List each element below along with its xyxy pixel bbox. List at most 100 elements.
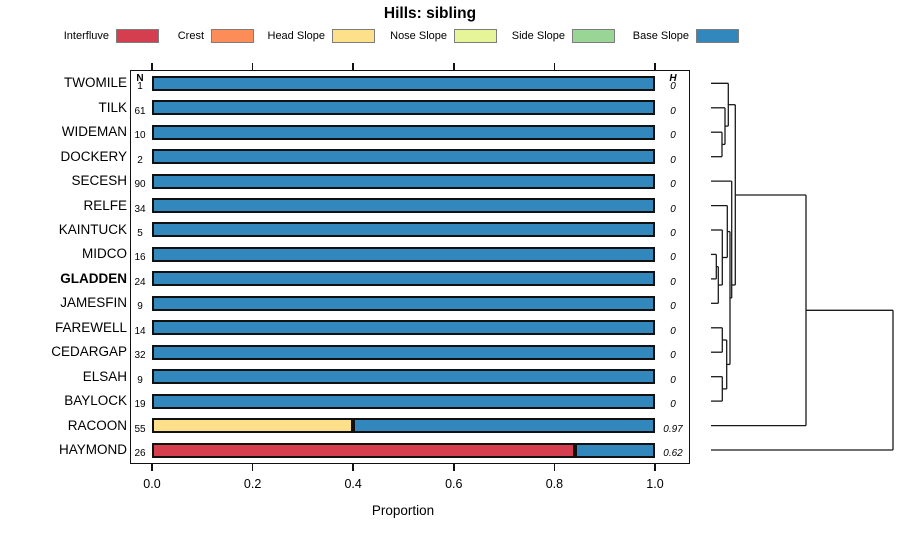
plot-box	[130, 70, 690, 464]
bar-segment	[152, 271, 655, 287]
legend-swatch	[211, 28, 254, 43]
site-label: SECESH	[71, 173, 127, 189]
x-axis-tick-top	[151, 63, 153, 70]
bar-segment	[152, 149, 655, 165]
legend-swatch	[696, 28, 739, 43]
x-axis-tick-label: 0.4	[344, 477, 362, 491]
bar-segment	[152, 393, 655, 409]
h-value: 0	[670, 301, 676, 313]
h-value: 0	[670, 374, 676, 386]
h-value: 0	[670, 399, 676, 411]
h-value: 0	[670, 154, 676, 166]
bar-segment	[152, 418, 354, 434]
bar-segment	[152, 100, 655, 116]
n-value: 34	[134, 203, 146, 215]
legend-swatch	[116, 28, 159, 43]
legend-label: Nose Slope	[390, 29, 447, 42]
h-value: 0	[670, 105, 676, 117]
legend-label: Base Slope	[632, 29, 689, 42]
x-axis-tick	[151, 464, 153, 471]
x-axis-tick	[352, 464, 354, 471]
x-axis-tick-label: 1.0	[646, 477, 664, 491]
x-axis-tick-label: 0.0	[143, 477, 161, 491]
legend-label: Head Slope	[267, 29, 326, 42]
site-label: WIDEMAN	[61, 124, 127, 140]
n-value: 9	[137, 374, 143, 386]
legend-label: Interfluve	[63, 29, 109, 42]
site-label: BAYLOCK	[64, 393, 127, 409]
legend-swatch	[332, 28, 375, 43]
site-label: ELSAH	[82, 368, 127, 384]
h-value: 0	[670, 81, 676, 93]
h-value: 0	[670, 252, 676, 264]
bar-segment	[152, 246, 655, 262]
legend-swatch	[454, 28, 497, 43]
n-value: 61	[134, 105, 146, 117]
site-label: RELFE	[83, 197, 127, 213]
n-value: 2	[137, 154, 143, 166]
n-value: 24	[134, 276, 146, 288]
x-axis-tick-top	[654, 63, 656, 70]
x-axis-tick	[453, 464, 455, 471]
h-value: 0	[670, 350, 676, 362]
h-value: 0	[670, 227, 676, 239]
n-value: 26	[134, 448, 146, 459]
h-value: 0	[670, 130, 676, 142]
h-value: 0.62	[663, 448, 683, 459]
n-value: 55	[134, 423, 146, 435]
legend-item: Base Slope	[557, 28, 739, 43]
bar-segment	[574, 442, 655, 458]
n-value: 5	[137, 227, 143, 239]
bar-segment	[152, 198, 655, 214]
site-label: FAREWELL	[54, 319, 127, 335]
site-label: TWOMILE	[64, 75, 127, 91]
bar-segment	[152, 344, 655, 360]
h-value: 0	[670, 276, 676, 288]
h-value: 0	[670, 179, 676, 191]
n-value: 16	[134, 252, 146, 264]
site-label: RACOON	[67, 417, 127, 433]
bar-segment	[152, 320, 655, 336]
legend-item: Nose Slope	[315, 28, 497, 43]
bar-segment	[152, 173, 655, 189]
legend-swatch	[572, 28, 615, 43]
site-label: GLADDEN	[60, 270, 127, 286]
legend-item: Interfluve	[0, 28, 159, 43]
legend-item: Head Slope	[193, 28, 375, 43]
h-value: 0	[670, 325, 676, 337]
h-column-header: H	[669, 73, 677, 84]
legend-label: Crest	[177, 29, 204, 42]
site-label: KAINTUCK	[58, 221, 127, 237]
x-axis-tick-label: 0.6	[445, 477, 463, 491]
site-label: MIDCO	[82, 246, 127, 262]
h-value: 0	[670, 203, 676, 215]
site-label: JAMESFIN	[60, 295, 127, 311]
bar-segment	[152, 295, 655, 311]
chart-title: Hills: sibling	[383, 5, 477, 22]
x-axis-tick-top	[453, 63, 455, 70]
bar-segment	[152, 75, 655, 91]
n-column-header: N	[136, 73, 144, 84]
site-label: TILK	[98, 99, 127, 115]
n-value: 10	[134, 130, 146, 142]
site-label: CEDARGAP	[51, 344, 127, 360]
x-axis-tick-label: 0.2	[243, 477, 262, 491]
x-axis-tick-top	[553, 63, 556, 70]
n-value: 14	[134, 325, 146, 337]
legend-item: Crest	[72, 28, 254, 43]
legend-item: Side Slope	[433, 28, 615, 43]
x-axis-tick	[251, 464, 254, 471]
bar-segment	[152, 124, 655, 140]
bar-segment	[353, 418, 655, 434]
n-value: 32	[134, 350, 146, 362]
bar-segment	[152, 222, 655, 238]
n-value: 9	[137, 301, 143, 313]
x-axis-tick	[553, 464, 556, 471]
x-axis-tick-label: 0.8	[545, 477, 564, 491]
n-value: 19	[134, 399, 146, 411]
x-axis-tick	[654, 464, 656, 471]
x-axis-tick-top	[352, 63, 354, 70]
legend-label: Side Slope	[511, 29, 565, 42]
h-value: 0.97	[663, 423, 683, 435]
